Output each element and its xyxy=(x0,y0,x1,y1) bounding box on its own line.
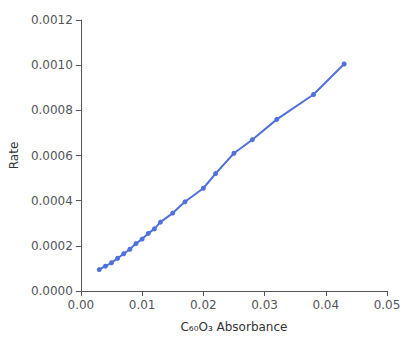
svg-text:0.0002: 0.0002 xyxy=(31,239,73,253)
svg-text:0.0004: 0.0004 xyxy=(31,194,73,208)
svg-text:0.00: 0.00 xyxy=(68,298,95,312)
svg-text:0.02: 0.02 xyxy=(190,298,217,312)
svg-text:C₆₀O₃ Absorbance: C₆₀O₃ Absorbance xyxy=(180,320,287,334)
svg-text:0.03: 0.03 xyxy=(251,298,278,312)
svg-text:0.01: 0.01 xyxy=(129,298,156,312)
svg-text:0.05: 0.05 xyxy=(374,298,401,312)
svg-text:0.0008: 0.0008 xyxy=(31,103,73,117)
svg-text:0.0012: 0.0012 xyxy=(31,13,73,27)
svg-text:0.04: 0.04 xyxy=(312,298,339,312)
svg-text:0.0010: 0.0010 xyxy=(31,58,73,72)
svg-text:0.0000: 0.0000 xyxy=(31,284,73,298)
svg-text:0.0006: 0.0006 xyxy=(31,149,73,163)
svg-text:Rate: Rate xyxy=(7,142,21,170)
